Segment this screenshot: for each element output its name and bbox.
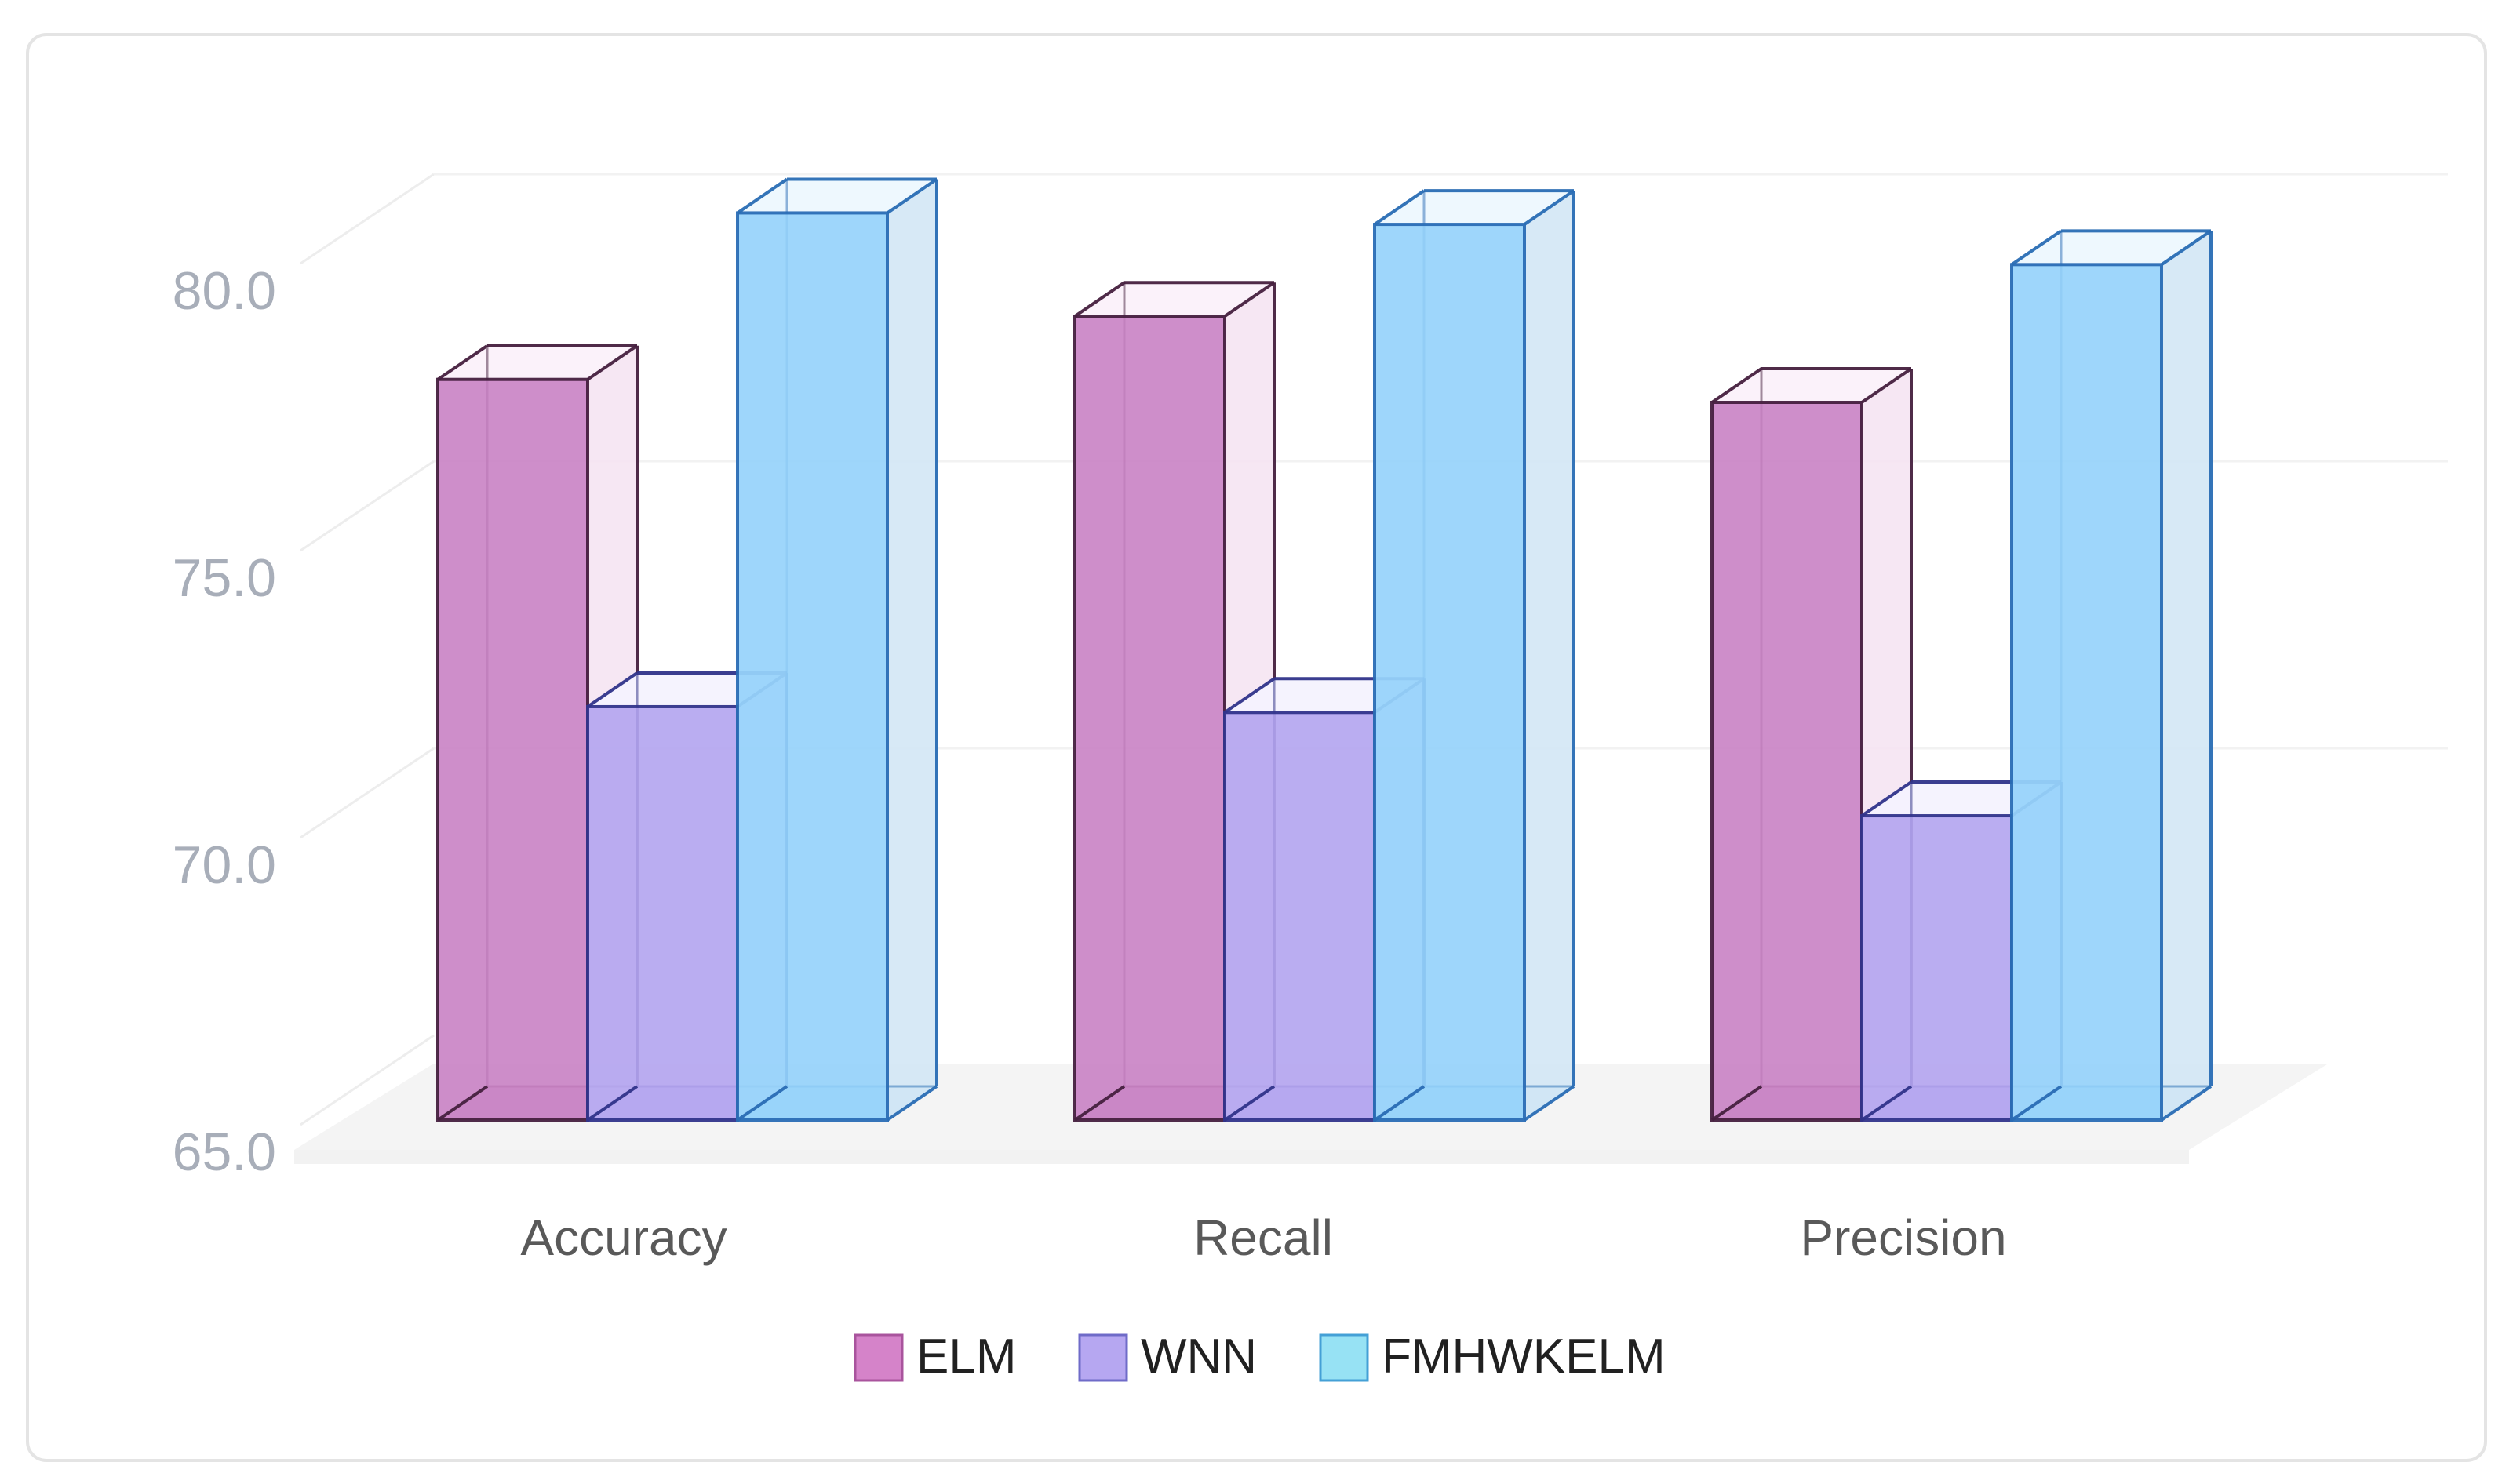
bar-elm-accuracy-front	[438, 379, 588, 1121]
bar-wnn-accuracy-edge	[586, 1085, 639, 1122]
legend-label-fmhwkelm: FMHWKELM	[1382, 1329, 1666, 1384]
bar-elm-precision-edge	[1710, 1085, 1763, 1122]
bar-elm-accuracy-edge	[586, 344, 639, 381]
tick-depth-line	[300, 1034, 435, 1126]
legend-swatch-fmhwkelm	[1319, 1333, 1369, 1382]
bar-elm-recall-edge	[1223, 281, 1276, 318]
bar-fmhwkelm-recall-front	[1375, 224, 1524, 1121]
bar-fmhwkelm-accuracy-edge	[886, 177, 938, 215]
bar-wnn-precision-edge	[1860, 780, 1913, 817]
legend-swatch-elm	[854, 1333, 904, 1382]
bar-fmhwkelm-accuracy-edge	[736, 177, 788, 215]
bar-fmhwkelm-precision-front	[2012, 264, 2162, 1120]
bar-wnn-recall-front	[1225, 712, 1375, 1120]
bar-elm-recall-edge	[1073, 281, 1126, 318]
legend-label-elm: ELM	[916, 1329, 1016, 1384]
bar-wnn-precision-front	[1862, 816, 2012, 1120]
bar-wnn-precision-edge	[1860, 1085, 1913, 1122]
bar-fmhwkelm-precision-edge	[2010, 229, 2063, 266]
bar-elm-recall-front	[1075, 316, 1225, 1121]
bar-wnn-recall-edge	[1223, 1085, 1276, 1122]
y-tick-label: 65.0	[173, 1122, 276, 1182]
bar-fmhwkelm-accuracy-front	[738, 213, 887, 1121]
bar-fmhwkelm-accuracy-right	[887, 179, 937, 1121]
legend-swatch-wnn	[1078, 1333, 1128, 1382]
bar-wnn-recall-edge	[1223, 677, 1276, 714]
bar-fmhwkelm-recall-right	[1524, 191, 1574, 1121]
x-category-label: Precision	[1800, 1209, 2006, 1266]
bar-elm-precision-edge	[1710, 367, 1763, 404]
chart-floor-edge	[294, 1150, 2189, 1164]
bar-wnn-accuracy-front	[588, 706, 738, 1120]
bar-elm-accuracy-edge	[436, 1085, 489, 1122]
x-category-label: Accuracy	[520, 1209, 727, 1266]
y-tick-label: 80.0	[173, 261, 276, 321]
y-tick-label: 70.0	[173, 835, 276, 895]
tick-depth-line	[300, 747, 435, 839]
bar-fmhwkelm-accuracy-outline	[736, 211, 889, 1122]
bar-fmhwkelm-precision-edge	[2160, 229, 2213, 266]
bar-elm-precision-edge	[1860, 367, 1913, 404]
bar-elm-precision-outline	[1710, 401, 1863, 1122]
bar-fmhwkelm-recall-edge	[1373, 1085, 1426, 1122]
bar-fmhwkelm-recall-outline	[1373, 223, 1526, 1122]
bar-fmhwkelm-precision-edge	[2010, 1085, 2063, 1122]
bar-fmhwkelm-precision-right	[2162, 231, 2211, 1120]
bar-fmhwkelm-precision-outline	[2010, 263, 2163, 1122]
tick-depth-line	[300, 460, 435, 552]
y-tick-label: 75.0	[173, 548, 276, 608]
bar-elm-precision-front	[1712, 402, 1862, 1120]
bar-fmhwkelm-recall-edge	[1523, 189, 1575, 226]
bar-fmhwkelm-accuracy-edge	[736, 1085, 788, 1122]
bar-fmhwkelm-precision-edge	[2160, 1085, 2213, 1122]
bar-elm-accuracy-edge	[436, 344, 489, 381]
bar-fmhwkelm-recall-edge	[1523, 1085, 1575, 1122]
x-category-label: Recall	[1193, 1209, 1333, 1266]
bar-fmhwkelm-accuracy-edge	[886, 1085, 938, 1122]
bar-fmhwkelm-recall-edge	[1373, 189, 1426, 226]
bar-wnn-accuracy-edge	[586, 671, 639, 708]
tick-depth-line	[300, 173, 435, 265]
legend-label-wnn: WNN	[1141, 1329, 1257, 1384]
bar-elm-recall-edge	[1073, 1085, 1126, 1122]
